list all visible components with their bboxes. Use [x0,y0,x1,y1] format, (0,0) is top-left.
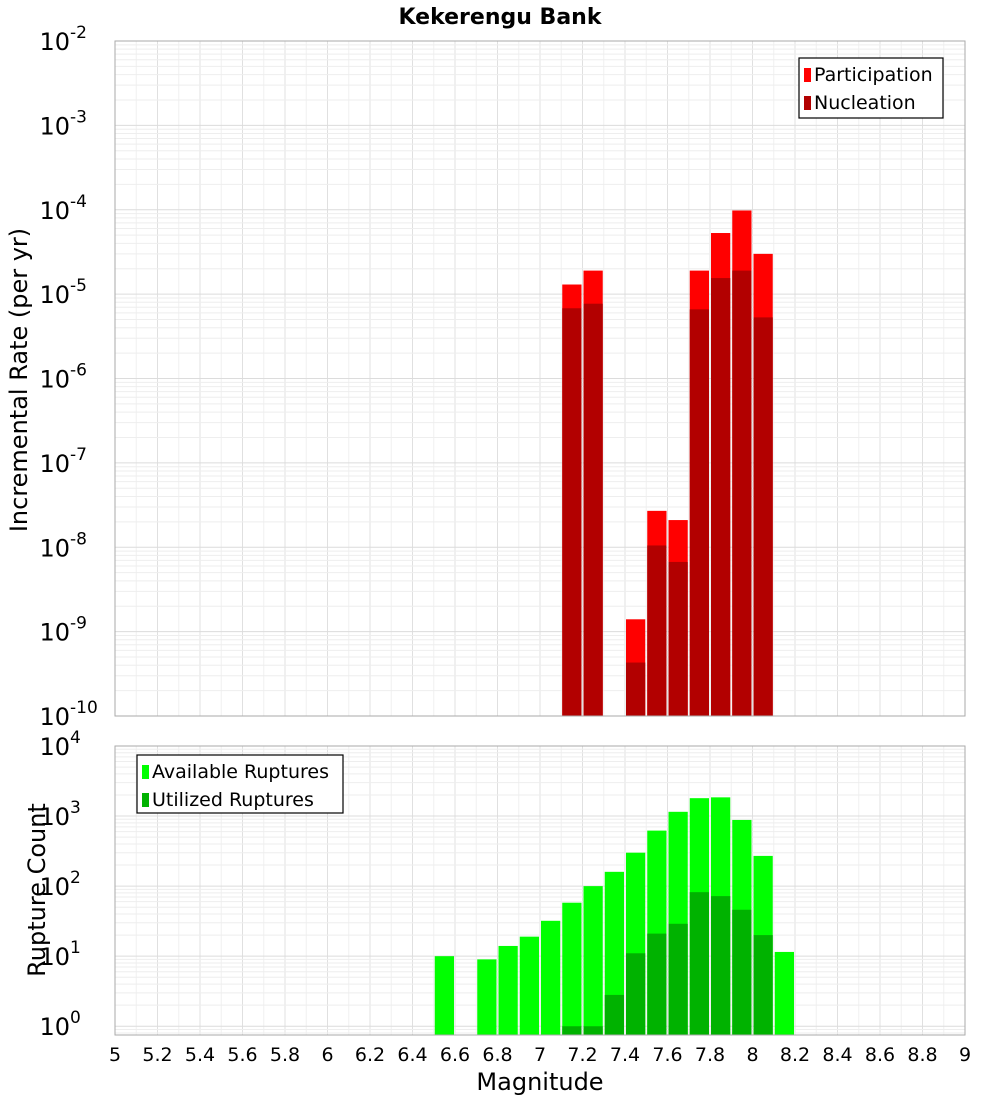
bottom-bar-utilized-ruptures [647,933,667,1035]
bottom-y-tick-exponent: 4 [70,728,81,748]
top-y-tick-exponent: -2 [70,23,87,43]
top-bar-nucleation [583,303,603,716]
x-tick-label: 7.4 [610,1044,640,1066]
top-bar-nucleation [689,309,709,716]
top-bar-nucleation [647,545,667,716]
bottom-y-tick-exponent: 1 [70,938,81,958]
x-tick-label: 8.4 [822,1044,852,1066]
bottom-y-tick-label: 10 [39,873,70,901]
top-y-tick-label: 10 [39,197,70,225]
bottom-bar-available-ruptures [604,871,624,1035]
top-y-tick-exponent: -6 [70,361,87,381]
bottom-bar-utilized-ruptures [562,1026,582,1035]
bottom-y-tick-label: 10 [39,803,70,831]
bottom-y-axis-label: Rupture Count [23,803,51,977]
bottom-bar-utilized-ruptures [583,1026,603,1035]
bottom-bar-available-ruptures [498,945,518,1035]
x-tick-label: 9 [959,1044,971,1066]
x-tick-label: 5.6 [227,1044,257,1066]
top-plot-border [114,40,966,717]
x-tick-label: 7.8 [695,1044,725,1066]
x-tick-label: 6.4 [397,1044,427,1066]
bottom-bar-utilized-ruptures [711,896,731,1035]
top-bar-nucleation [753,317,773,716]
top-y-tick-exponent: -10 [70,698,98,718]
top-bar-nucleation [626,662,646,716]
top-y-tick-exponent: -9 [70,614,87,634]
top-bar-nucleation [711,278,731,716]
x-tick-label: 8.8 [907,1044,937,1066]
top-y-tick-exponent: -7 [70,445,87,465]
x-tick-label: 6.8 [482,1044,512,1066]
top-y-tick-label: 10 [39,28,70,56]
top-y-tick-label: 10 [39,281,70,309]
bottom-y-tick-exponent: 0 [70,1008,81,1028]
x-tick-label: 6.2 [355,1044,385,1066]
top-legend-label: Participation [814,64,933,86]
x-tick-label: 7.6 [652,1044,682,1066]
bottom-bar-utilized-ruptures [753,935,773,1035]
bottom-bar-available-ruptures [583,886,603,1035]
x-tick-label: 7 [534,1044,546,1066]
bottom-bar-utilized-ruptures [626,953,646,1035]
bottom-bar-utilized-ruptures [689,892,709,1035]
top-y-tick-exponent: -5 [70,276,87,296]
bottom-bar-available-ruptures [774,951,794,1035]
top-y-tick-exponent: -4 [70,192,87,212]
top-bar-nucleation [732,270,752,716]
top-y-tick-label: 10 [39,112,70,140]
bottom-bar-utilized-ruptures [604,994,624,1035]
top-y-tick-label: 10 [39,450,70,478]
top-legend [798,57,944,119]
x-tick-label: 5 [109,1044,121,1066]
bottom-legend-swatch [142,765,149,779]
top-legend-swatch [804,96,811,110]
bottom-bar-available-ruptures [477,959,497,1035]
top-legend-swatch [804,68,811,82]
x-tick-label: 6.6 [440,1044,470,1066]
bottom-plot-border [114,745,966,1036]
top-y-axis-label: Incremental Rate (per yr) [5,228,33,532]
x-tick-label: 8.2 [780,1044,810,1066]
bottom-y-tick-exponent: 2 [70,868,81,888]
x-tick-label: 6 [321,1044,333,1066]
top-y-tick-label: 10 [39,366,70,394]
top-legend-label: Nucleation [814,92,916,114]
x-tick-label: 7.2 [567,1044,597,1066]
bottom-y-tick-label: 10 [39,733,70,761]
bottom-bar-utilized-ruptures [668,923,688,1035]
bottom-legend-swatch [142,793,149,807]
x-axis-label: Magnitude [476,1068,603,1096]
top-y-tick-label: 10 [39,619,70,647]
bottom-bar-available-ruptures [519,936,539,1035]
top-y-tick-exponent: -3 [70,107,87,127]
x-tick-label: 5.8 [270,1044,300,1066]
bottom-bar-utilized-ruptures [732,909,752,1035]
bottom-legend-label: Utilized Ruptures [152,789,314,811]
bottom-y-tick-label: 10 [39,943,70,971]
x-tick-label: 5.4 [185,1044,215,1066]
bottom-bar-available-ruptures [541,920,561,1035]
x-tick-label: 8 [746,1044,758,1066]
bottom-y-tick-label: 10 [39,1013,70,1041]
top-y-tick-label: 10 [39,534,70,562]
x-tick-label: 5.2 [142,1044,172,1066]
bottom-legend [136,754,344,814]
bottom-y-tick-exponent: 3 [70,798,81,818]
bottom-legend-label: Available Ruptures [152,761,329,783]
top-bar-nucleation [562,308,582,716]
top-bar-nucleation [668,561,688,716]
bottom-bar-available-ruptures [562,902,582,1035]
x-tick-label: 8.6 [865,1044,895,1066]
top-y-tick-label: 10 [39,703,70,731]
bottom-bar-available-ruptures [434,956,454,1035]
top-y-tick-exponent: -8 [70,529,87,549]
chart-title: Kekerengu Bank [399,5,603,30]
